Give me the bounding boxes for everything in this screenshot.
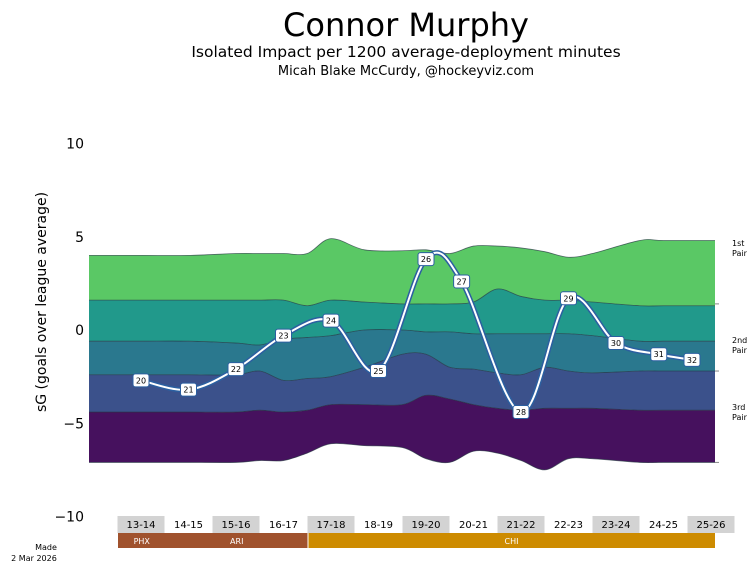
band-boundary-4 bbox=[89, 394, 715, 413]
season-label: 24-25 bbox=[649, 520, 678, 531]
y-tick-label: −10 bbox=[54, 510, 84, 526]
season-label: 14-15 bbox=[174, 520, 203, 531]
age-label: 22 bbox=[231, 365, 241, 374]
season-shade bbox=[592, 516, 640, 533]
band-label: 2nd bbox=[732, 336, 747, 345]
season-axis: 13-14 14-15 15-16 16-17 17-18 18-19 19-20 20-21… bbox=[117, 516, 735, 533]
deployment-bands bbox=[88, 238, 715, 471]
age-label: 23 bbox=[278, 332, 288, 341]
age-marker bbox=[650, 347, 668, 362]
age-marker bbox=[180, 382, 197, 397]
footer-date: 2 Mar 2026 bbox=[11, 554, 57, 563]
team-bar: PHX ARI CHI bbox=[118, 533, 715, 548]
season-label: 19-20 bbox=[411, 520, 440, 531]
season-shade bbox=[687, 516, 735, 533]
age-label: 29 bbox=[563, 294, 573, 303]
y-tick-label: 10 bbox=[66, 137, 84, 153]
age-label: 31 bbox=[654, 350, 664, 359]
y-tick-label: −5 bbox=[63, 416, 84, 432]
reference-lines bbox=[715, 303, 719, 463]
age-label: 28 bbox=[516, 408, 526, 417]
chart-author: Micah Blake McCurdy, @hockeyviz.com bbox=[278, 64, 534, 79]
age-label: 30 bbox=[611, 339, 621, 348]
band-boundary-5 bbox=[88, 443, 715, 471]
season-label: 20-21 bbox=[459, 520, 488, 531]
chart-title: Connor Murphy bbox=[283, 6, 529, 44]
band-boundary-2 bbox=[88, 329, 715, 346]
age-marker bbox=[322, 313, 340, 328]
season-label: 18-19 bbox=[364, 520, 393, 531]
age-label: 26 bbox=[421, 255, 431, 264]
band-boundary-3 bbox=[89, 352, 715, 382]
age-label: 21 bbox=[183, 386, 193, 395]
season-shade bbox=[402, 516, 450, 533]
season-label: 23-24 bbox=[601, 520, 630, 531]
age-marker bbox=[560, 291, 577, 306]
season-label: 21-22 bbox=[506, 520, 535, 531]
team-label: PHX bbox=[134, 537, 151, 546]
band-boundary-0 bbox=[88, 238, 715, 258]
age-marker bbox=[453, 274, 471, 289]
footer-made: Made bbox=[35, 543, 57, 552]
season-shade bbox=[212, 516, 260, 533]
season-shade bbox=[497, 516, 545, 533]
age-marker bbox=[275, 328, 292, 343]
team-segment bbox=[118, 533, 166, 548]
player-impact-line: 20 21 22 23 24 25 26 27 28 29 30 31 32 bbox=[132, 250, 701, 420]
band-label: 1st bbox=[732, 239, 744, 248]
band-label: Pair bbox=[732, 413, 748, 422]
season-shade bbox=[117, 516, 165, 533]
season-label: 16-17 bbox=[269, 520, 298, 531]
band-label: Pair bbox=[732, 249, 748, 258]
age-label: 20 bbox=[136, 376, 146, 385]
y-axis-ticks: 10 5 0 −5 −10 bbox=[54, 137, 84, 526]
season-label: 17-18 bbox=[316, 520, 345, 531]
band-3 bbox=[89, 329, 715, 381]
team-segment bbox=[308, 533, 715, 548]
band-label: Pair bbox=[732, 346, 748, 355]
chart-subtitle: Isolated Impact per 1200 average-deploym… bbox=[191, 43, 620, 61]
team-label: ARI bbox=[230, 537, 243, 546]
season-label: 22-23 bbox=[554, 520, 583, 531]
age-label: 25 bbox=[373, 367, 383, 376]
age-marker bbox=[683, 352, 701, 367]
age-marker bbox=[512, 405, 530, 420]
age-label: 32 bbox=[687, 356, 697, 365]
y-tick-label: 0 bbox=[75, 323, 84, 339]
age-marker bbox=[417, 252, 435, 267]
age-marker bbox=[607, 336, 625, 351]
age-label: 24 bbox=[326, 317, 336, 326]
age-marker bbox=[132, 373, 150, 388]
season-label: 15-16 bbox=[221, 520, 250, 531]
band-label: 3rd bbox=[732, 403, 745, 412]
band-5 bbox=[89, 395, 715, 470]
y-axis-label: sG (goals over league average) bbox=[34, 192, 50, 412]
season-shade bbox=[307, 516, 355, 533]
season-label: 13-14 bbox=[126, 520, 155, 531]
season-label: 25-26 bbox=[696, 520, 725, 531]
band-1 bbox=[89, 238, 715, 307]
y-tick-label: 5 bbox=[75, 230, 84, 246]
band-4 bbox=[89, 352, 715, 413]
team-segment bbox=[165, 533, 308, 548]
age-label: 27 bbox=[457, 278, 467, 287]
age-marker bbox=[227, 362, 245, 377]
age-marker bbox=[370, 364, 387, 379]
team-label: CHI bbox=[505, 537, 519, 546]
